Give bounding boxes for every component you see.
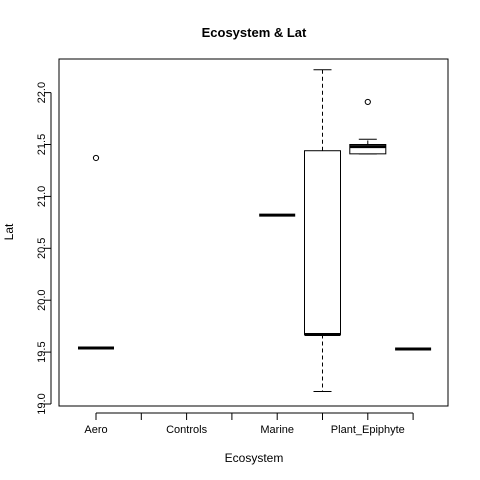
box [304, 69, 341, 393]
y-tick-label: 20.5 [36, 238, 48, 259]
outlier-point [92, 154, 100, 162]
x-tick-label: Marine [260, 424, 294, 436]
y-tick-label: 21.5 [36, 134, 48, 155]
x-tick-label: Plant_Epiphyte [331, 424, 405, 436]
y-axis-label: Lat [2, 223, 16, 240]
boxes-group [78, 69, 432, 393]
box [349, 98, 387, 155]
y-tick-label: 19.0 [36, 393, 48, 414]
x-tick-label: Controls [166, 424, 207, 436]
y-axis: 19.0 19.5 20.0 20.5 21.0 21.5 22.0 [36, 82, 52, 415]
box-body [304, 150, 341, 335]
y-tick-label: 20.0 [36, 289, 48, 310]
y-tick-label: 22.0 [36, 82, 48, 103]
x-axis-label: Ecosystem [225, 451, 284, 465]
y-tick-label: 19.5 [36, 341, 48, 362]
x-tick-label: Aero [84, 424, 107, 436]
chart-title: Ecosystem & Lat [202, 25, 307, 40]
box [78, 154, 114, 350]
y-tick-label: 21.0 [36, 186, 48, 207]
plot-frame [58, 58, 449, 407]
outlier-point [364, 98, 371, 106]
box-body [349, 144, 387, 155]
x-axis: Aero Controls Marine Plant_Epiphyte [84, 412, 414, 436]
